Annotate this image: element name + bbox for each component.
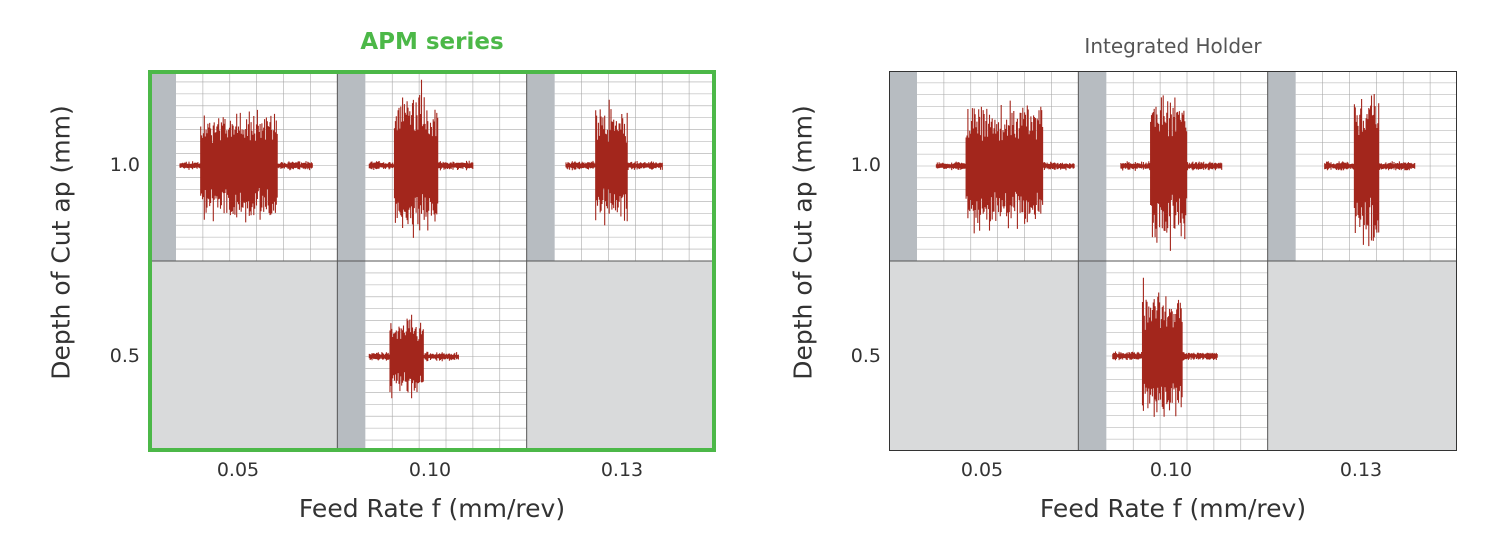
cell-0.13-0.5 (526, 261, 716, 452)
cell-0.13-0.5 (1267, 261, 1457, 451)
cell-0.10-0.5 (337, 261, 527, 452)
y-tick-label: 1.0 (109, 154, 140, 176)
x-tick-label: 0.13 (600, 459, 644, 481)
apm-series-grid (148, 70, 716, 452)
amplitude-axis-strip (1078, 71, 1107, 261)
y-tick-label: 1.0 (850, 154, 881, 176)
cell-0.10-1.0 (1078, 71, 1268, 261)
chart-title-integrated: Integrated Holder (1084, 34, 1262, 58)
cell-0.10-1.0 (337, 70, 527, 261)
waveform-trace (1120, 95, 1223, 251)
empty-cell (148, 261, 338, 452)
amplitude-axis-strip (148, 70, 176, 261)
waveform-trace (1112, 277, 1218, 417)
waveform-trace (368, 79, 474, 238)
cell-0.10-0.5 (1078, 261, 1268, 451)
amplitude-axis-strip (889, 71, 917, 261)
empty-cell (1267, 261, 1457, 451)
cell-0.05-0.5 (148, 261, 338, 452)
chart-title-apm: APM series (360, 29, 504, 55)
highlight-border (148, 70, 716, 452)
waveform-trace (935, 100, 1075, 234)
x-axis-label-right: Feed Rate f (mm/rev) (1039, 494, 1307, 523)
y-axis-label-right: Depth of Cut ap (mm) (788, 105, 818, 380)
cell-0.05-1.0 (889, 71, 1079, 261)
amplitude-axis-strip (337, 70, 366, 261)
cell-0.05-1.0 (148, 70, 338, 261)
amplitude-axis-strip (1078, 261, 1107, 451)
x-tick-label: 0.10 (408, 459, 452, 481)
y-axis-label-left: Depth of Cut ap (mm) (46, 105, 76, 380)
waveform-trace (565, 99, 663, 226)
cell-0.13-1.0 (526, 70, 716, 261)
amplitude-axis-strip (337, 261, 366, 452)
x-tick-label: 0.13 (1339, 459, 1383, 481)
y-tick-label: 0.5 (850, 345, 881, 367)
x-tick-label: 0.05 (216, 459, 260, 481)
empty-cell (889, 261, 1079, 451)
cell-0.13-1.0 (1267, 71, 1457, 261)
y-tick-label: 0.5 (109, 345, 140, 367)
cell-0.05-0.5 (889, 261, 1079, 451)
integrated-holder-grid (889, 71, 1457, 451)
x-tick-label: 0.05 (960, 459, 1004, 481)
waveform-trace (368, 314, 459, 399)
waveform-trace (179, 109, 313, 223)
x-axis-label-left: Feed Rate f (mm/rev) (298, 494, 566, 523)
amplitude-axis-strip (526, 70, 555, 261)
waveform-trace (1324, 94, 1416, 247)
panel-border (889, 71, 1457, 451)
x-tick-label: 0.10 (1149, 459, 1193, 481)
amplitude-axis-strip (1267, 71, 1296, 261)
empty-cell (526, 261, 716, 452)
